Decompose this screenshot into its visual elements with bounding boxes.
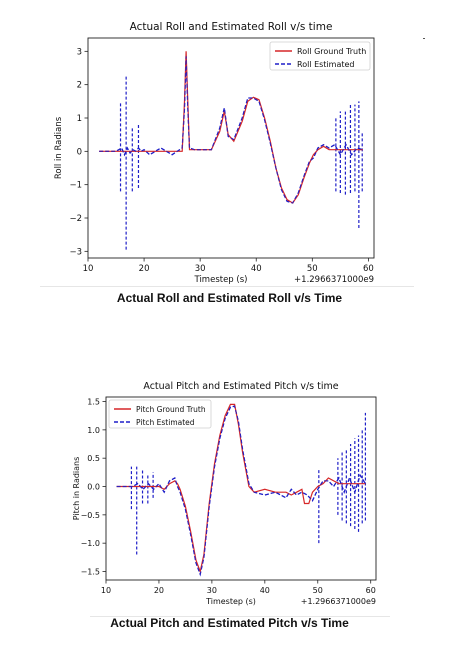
- divider: [90, 616, 390, 617]
- roll-chart: Actual Roll and Estimated Roll v/s time 1…: [54, 21, 375, 285]
- x-offset-label: +1.2966371000e9: [294, 275, 374, 285]
- series-estimated-line: [116, 405, 366, 577]
- x-tick-label: 50: [313, 586, 323, 595]
- y-axis-label: Roll in Radians: [54, 116, 64, 179]
- y-tick-label: 0.5: [87, 454, 100, 463]
- y-tick-label: 1.5: [87, 398, 100, 407]
- legend-box: [108, 399, 212, 429]
- y-tick-label: 1: [77, 114, 82, 124]
- divider: [40, 286, 414, 287]
- pitch-chart: Actual Pitch and Estimated Pitch v/s tim…: [72, 381, 377, 606]
- chart-title: Actual Pitch and Estimated Pitch v/s tim…: [143, 381, 338, 392]
- series-estimated-overlay: [116, 405, 366, 576]
- y-tick-label: −1: [69, 181, 82, 191]
- x-tick-label: 60: [363, 264, 374, 274]
- pitch-caption: Actual Pitch and Estimated Pitch v/s Tim…: [110, 616, 349, 630]
- chart-title: Actual Roll and Estimated Roll v/s time: [130, 21, 333, 33]
- x-offset-label: +1.2966371000e9: [301, 597, 376, 606]
- x-tick-label: 60: [366, 586, 376, 595]
- legend-entry: Roll Ground Truth: [297, 47, 366, 56]
- series-ground-truth-line: [116, 403, 366, 574]
- y-tick-label: −1.5: [81, 568, 100, 577]
- pitch-figure: Actual Pitch and Estimated Pitch v/s tim…: [0, 380, 459, 665]
- series-estimated-overlay: [99, 56, 363, 204]
- y-tick-label: 3: [77, 47, 82, 57]
- y-axis-label: Pitch in Radians: [72, 457, 81, 521]
- y-tick-label: −2: [69, 214, 82, 224]
- x-tick-label: 30: [207, 586, 217, 595]
- x-tick-label: 20: [154, 586, 164, 595]
- roll-figure: Actual Roll and Estimated Roll v/s time 1…: [0, 0, 459, 310]
- y-tick-label: 2: [77, 81, 82, 91]
- x-tick-label: 40: [251, 264, 262, 274]
- plot-frame: [105, 396, 377, 581]
- y-tick-label: 0.0: [87, 483, 100, 492]
- y-tick-label: 0: [77, 147, 82, 157]
- legend-entry: Pitch Ground Truth: [136, 405, 206, 414]
- x-tick-label: 30: [195, 264, 206, 274]
- legend-entry: Pitch Estimated: [136, 418, 195, 427]
- y-tick-label: −3: [69, 247, 82, 257]
- scan-mark: [423, 38, 425, 39]
- y-tick-label: 1.0: [87, 426, 100, 435]
- x-tick-label: 40: [260, 586, 270, 595]
- x-axis-label: Timestep (s): [194, 275, 248, 285]
- legend-box: [269, 41, 371, 71]
- x-tick-label: 50: [307, 264, 318, 274]
- legend-entry: Roll Estimated: [297, 60, 355, 69]
- x-axis-label: Timestep (s): [205, 597, 256, 606]
- x-tick-label: 10: [83, 264, 94, 274]
- x-tick-label: 10: [101, 586, 111, 595]
- x-tick-label: 20: [139, 264, 150, 274]
- y-tick-label: −0.5: [81, 511, 100, 520]
- y-tick-label: −1.0: [81, 539, 100, 548]
- roll-caption: Actual Roll and Estimated Roll v/s Time: [116, 291, 343, 305]
- plot-frame: [87, 37, 375, 259]
